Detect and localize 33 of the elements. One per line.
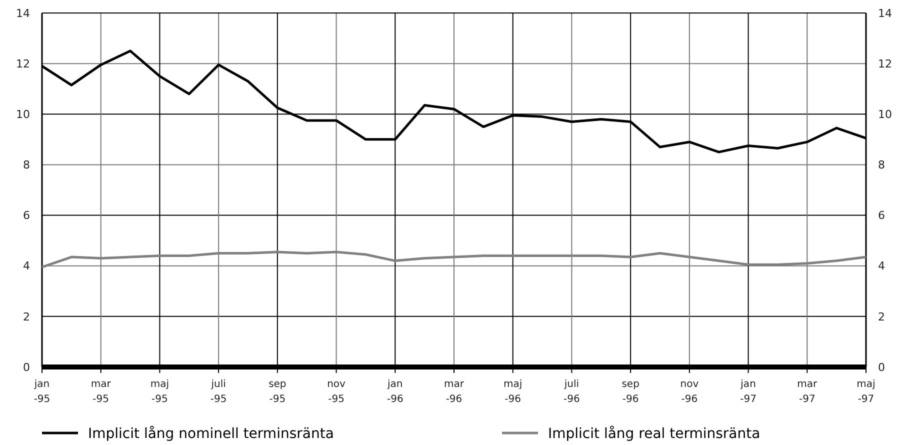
y2-tick-label: 0	[878, 360, 885, 374]
x-tick-label: maj -96	[504, 379, 522, 405]
x-tick-label: maj -95	[150, 379, 170, 405]
legend-label: Implicit lång real terminsränta	[548, 424, 760, 442]
x-tick-label: jan -97	[740, 379, 756, 405]
x-tick-label: maj -97	[856, 379, 876, 405]
y-tick-label: 10	[16, 108, 30, 121]
x-tick-label: nov -96	[680, 379, 699, 405]
x-tick-label: jan -95	[33, 379, 50, 405]
y-tick-label: 14	[16, 6, 30, 20]
y2-tick-label: 8	[878, 158, 885, 172]
y2-tick-label: 12	[878, 57, 892, 70]
x-tick-label: jan -96	[386, 379, 404, 405]
y-tick-label: 12	[16, 57, 30, 70]
legend-label: Implicit lång nominell terminsränta	[88, 424, 334, 442]
y-tick-label: 8	[23, 158, 30, 172]
y2-tick-label: 2	[878, 310, 885, 324]
x-tick-label: mar -96	[444, 379, 465, 405]
x-tick-label: sep -96	[622, 379, 640, 405]
y2-tick-label: 4	[878, 260, 885, 273]
y2-tick-label: 10	[878, 108, 892, 121]
y-tick-label: 6	[23, 209, 30, 222]
x-tick-label: juli -95	[210, 379, 227, 405]
y-tick-label: 0	[23, 360, 30, 374]
x-tick-label: nov -95	[327, 379, 346, 405]
y2-tick-label: 6	[878, 209, 885, 222]
x-tick-label: juli -96	[563, 379, 580, 405]
y-tick-label: 2	[23, 310, 30, 324]
x-tick-label: sep -95	[268, 379, 286, 405]
x-tick-label: mar -97	[797, 379, 818, 405]
y2-tick-label: 14	[878, 6, 892, 20]
x-tick-label: mar -95	[90, 379, 112, 405]
y-tick-label: 4	[23, 260, 30, 273]
